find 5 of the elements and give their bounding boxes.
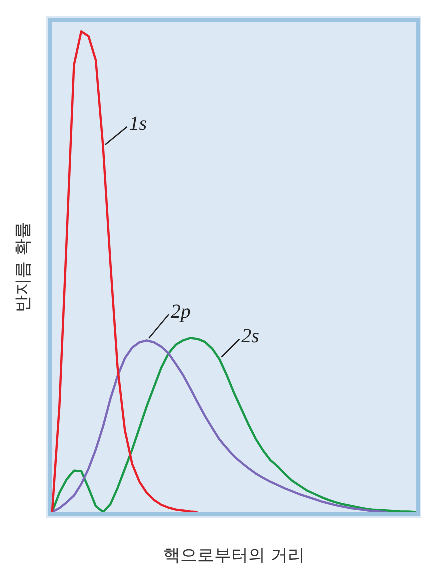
y-axis-title: 반지름 확률 <box>14 222 34 312</box>
x-axis-title: 핵으로부터의 거리 <box>163 546 305 566</box>
series-label: 2p <box>170 300 191 323</box>
series-label: 2s <box>242 326 260 348</box>
series-label: 1s <box>129 113 148 136</box>
